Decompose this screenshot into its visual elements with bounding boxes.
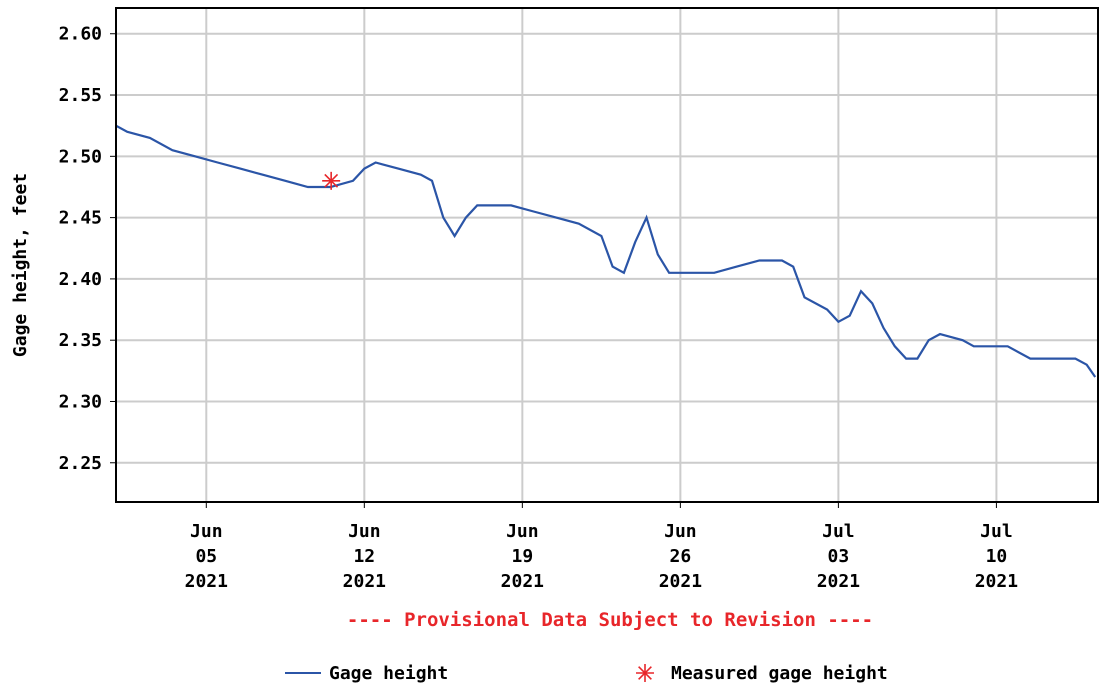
asterisk-marker xyxy=(636,664,654,682)
x-tick-label: Jun 05 2021 xyxy=(185,521,228,592)
y-tick-label: 2.25 xyxy=(59,453,102,474)
provisional-note: ---- Provisional Data Subject to Revisio… xyxy=(347,609,873,631)
x-tick-label: Jun 26 2021 xyxy=(659,521,702,592)
y-tick-label: 2.55 xyxy=(59,85,102,106)
asterisk-stroke xyxy=(638,666,652,680)
y-axis-label: Gage height, feet xyxy=(10,173,31,357)
legend-label: Measured gage height xyxy=(671,663,888,684)
x-tick-label: Jun 19 2021 xyxy=(501,521,544,592)
legend-label: Gage height xyxy=(329,663,448,684)
plot-frame xyxy=(115,7,1099,503)
x-tick-label: Jul 10 2021 xyxy=(975,521,1018,592)
x-tick-label: Jul 03 2021 xyxy=(817,521,860,592)
asterisk-stroke xyxy=(324,173,339,188)
y-tick-label: 2.45 xyxy=(59,208,102,229)
asterisk-marker xyxy=(322,171,341,190)
y-tick-label: 2.30 xyxy=(59,391,102,412)
x-tick-label: Jun 12 2021 xyxy=(343,521,386,592)
data-line xyxy=(116,124,1097,378)
y-tick-label: 2.35 xyxy=(59,330,102,351)
y-tick-label: 2.50 xyxy=(59,146,102,167)
y-tick-label: 2.60 xyxy=(59,24,102,45)
y-tick-label: 2.40 xyxy=(59,269,102,290)
